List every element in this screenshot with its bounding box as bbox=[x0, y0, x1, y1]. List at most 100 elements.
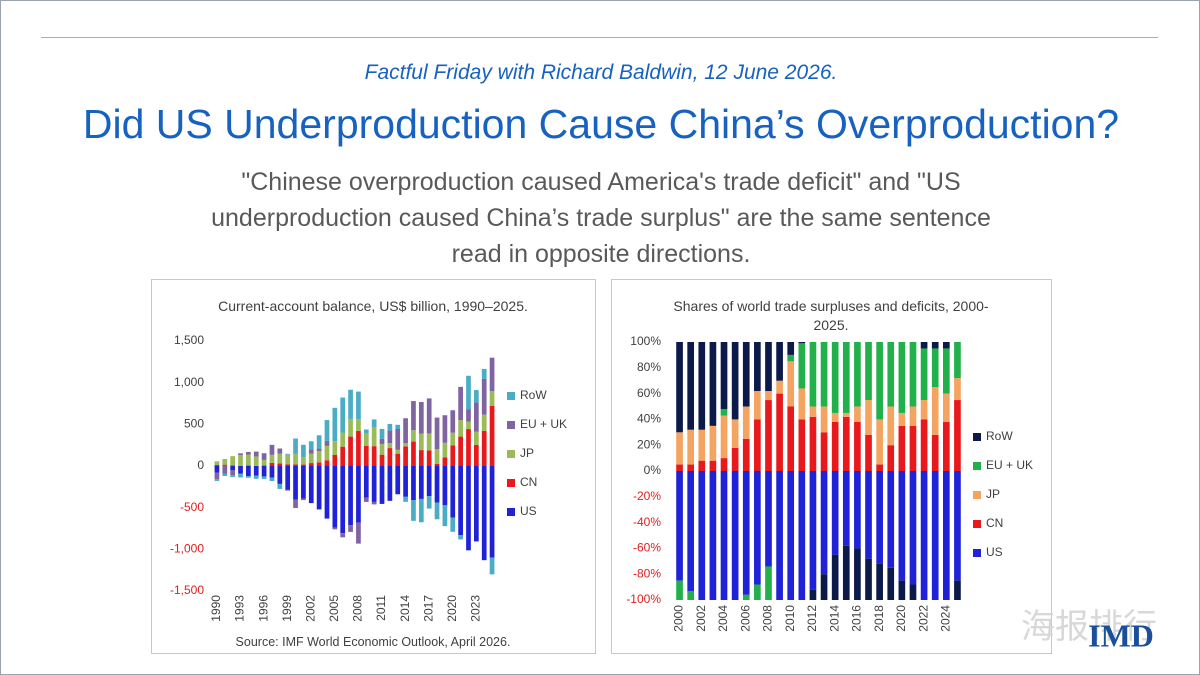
legend-label: CN bbox=[986, 516, 1003, 530]
legend-swatch bbox=[973, 462, 981, 470]
bar-segment bbox=[809, 342, 817, 407]
bar-segment bbox=[765, 391, 772, 401]
bar-segment bbox=[909, 406, 917, 426]
bar-segment bbox=[865, 342, 872, 401]
bar-segment bbox=[395, 424, 401, 429]
bar-segment bbox=[687, 471, 695, 591]
bar-segment bbox=[356, 466, 361, 523]
bar-segment bbox=[332, 527, 338, 530]
bar-segment bbox=[308, 466, 314, 504]
bar-segment bbox=[434, 466, 440, 503]
bar-segment bbox=[458, 436, 463, 466]
bar-segment bbox=[246, 452, 251, 455]
x-tick-label: 2002 bbox=[694, 605, 708, 632]
bar-segment bbox=[776, 393, 783, 471]
bar-segment bbox=[898, 580, 906, 600]
bar-segment bbox=[854, 421, 861, 471]
bar-segment bbox=[942, 342, 950, 349]
source: Source: IMF World Economic Outlook, Apri… bbox=[235, 635, 511, 649]
y-tick-label: -80% bbox=[633, 566, 661, 580]
bar-segment bbox=[754, 419, 761, 471]
x-tick-label: 2004 bbox=[716, 605, 730, 632]
bar-segment bbox=[363, 445, 369, 466]
bar-segment bbox=[876, 342, 883, 420]
bar-segment bbox=[418, 402, 424, 434]
bar-segment bbox=[261, 459, 267, 466]
bar-segment bbox=[820, 574, 828, 600]
bar-segment bbox=[411, 401, 416, 431]
bar-segment bbox=[842, 342, 850, 413]
y-tick-label: -500 bbox=[180, 500, 204, 514]
bar-segment bbox=[426, 433, 432, 451]
x-tick-label: 2018 bbox=[872, 605, 886, 632]
bar-segment bbox=[269, 444, 275, 455]
bar-segment bbox=[687, 429, 695, 465]
bar-segment bbox=[765, 471, 772, 567]
bar-segment bbox=[489, 466, 495, 558]
bar-segment bbox=[285, 453, 291, 455]
x-tick-label: 1999 bbox=[280, 595, 294, 622]
bar-segment bbox=[831, 554, 839, 600]
legend-label: RoW bbox=[986, 429, 1013, 443]
bar-segment bbox=[332, 407, 338, 442]
bar-segment bbox=[285, 489, 291, 491]
bar-segment bbox=[332, 455, 338, 466]
bar-segment bbox=[379, 466, 385, 504]
bar-segment bbox=[942, 421, 950, 471]
bar-segment bbox=[831, 412, 839, 422]
bar-segment bbox=[842, 471, 850, 546]
bar-segment bbox=[238, 473, 243, 475]
bar-segment bbox=[269, 466, 275, 478]
bar-segment bbox=[854, 342, 861, 407]
bar-segment bbox=[473, 466, 479, 542]
bar-segment bbox=[403, 466, 408, 497]
bar-segment bbox=[776, 380, 783, 394]
bar-segment bbox=[676, 464, 683, 471]
bar-segment bbox=[742, 471, 750, 595]
bar-segment bbox=[720, 458, 728, 471]
bar-segment bbox=[214, 465, 220, 466]
bar-segment bbox=[301, 498, 306, 501]
y-tick-label: 100% bbox=[630, 334, 661, 348]
bar-segment bbox=[418, 433, 424, 451]
bar-segment bbox=[348, 525, 353, 532]
bar-segment bbox=[831, 471, 839, 555]
bar-segment bbox=[450, 432, 456, 446]
bar-segment bbox=[676, 471, 683, 581]
bar-segment bbox=[776, 471, 783, 600]
bar-segment bbox=[720, 415, 728, 459]
bar-segment bbox=[261, 453, 267, 460]
y-tick-label: -60% bbox=[633, 541, 661, 555]
bar-segment bbox=[371, 419, 377, 428]
bar-segment bbox=[230, 456, 236, 466]
y-tick-label: 20% bbox=[637, 437, 661, 451]
y-tick-label: 60% bbox=[637, 386, 661, 400]
bar-segment bbox=[214, 472, 220, 480]
bar-segment bbox=[473, 431, 479, 445]
bar-segment bbox=[324, 466, 330, 519]
y-tick-label: 40% bbox=[637, 412, 661, 426]
bar-segment bbox=[842, 412, 850, 417]
bar-segment bbox=[887, 567, 895, 600]
bar-segment bbox=[920, 348, 928, 401]
bar-segment bbox=[442, 442, 448, 458]
bar-segment bbox=[395, 429, 401, 450]
bar-segment bbox=[698, 342, 706, 430]
bar-segment bbox=[776, 342, 783, 381]
y-tick-label: -20% bbox=[633, 489, 661, 503]
bar-segment bbox=[411, 466, 416, 500]
x-tick-label: 2010 bbox=[783, 605, 797, 632]
x-tick-label: 2014 bbox=[398, 595, 412, 622]
bar-segment bbox=[754, 342, 761, 392]
bar-segment bbox=[489, 391, 495, 406]
legend-swatch bbox=[973, 520, 981, 528]
bar-segment bbox=[798, 342, 806, 344]
bar-segment bbox=[731, 419, 739, 448]
chart-title: Current-account balance, US$ billion, 19… bbox=[218, 298, 528, 314]
bar-segment bbox=[931, 434, 939, 471]
x-tick-label: 2024 bbox=[938, 605, 952, 632]
bar-segment bbox=[842, 416, 850, 471]
bar-segment bbox=[253, 475, 259, 479]
bar-segment bbox=[687, 590, 695, 600]
